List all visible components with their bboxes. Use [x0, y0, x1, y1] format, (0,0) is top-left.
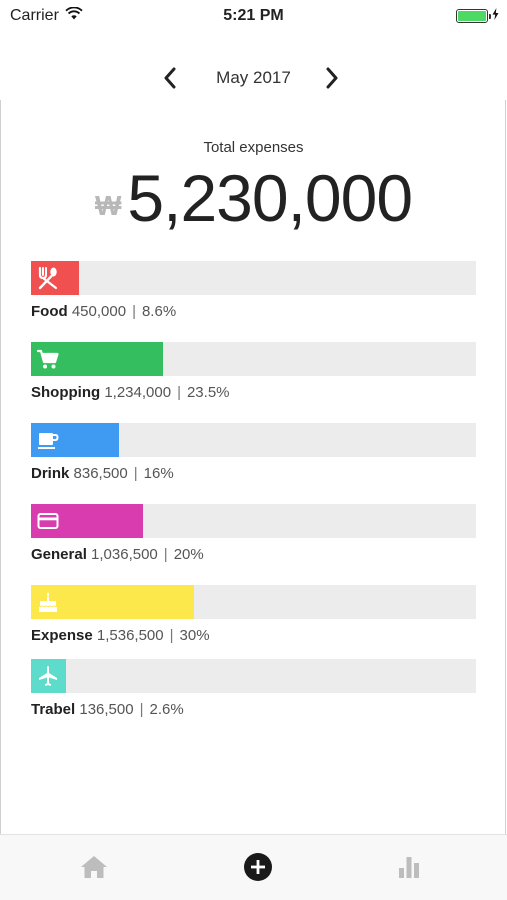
- category-bar: [31, 659, 476, 693]
- category-bar-fill: [31, 504, 144, 538]
- category-name: General: [31, 546, 87, 563]
- tab-bar: [0, 834, 507, 900]
- charging-bolt-icon: [492, 7, 499, 25]
- category-info: Food 450,000 | 8.6%: [31, 303, 177, 320]
- shopping-cart-icon: [31, 342, 65, 376]
- category-amount: 450,000: [71, 303, 127, 320]
- category-percent: 16%: [143, 465, 174, 482]
- total-expenses-label: Total expenses: [203, 139, 304, 156]
- airplane-icon: [31, 659, 65, 693]
- add-expense-button[interactable]: [243, 852, 273, 883]
- chevron-right-icon: [325, 67, 339, 94]
- category-item-general[interactable]: General 1,036,500 | 20%: [31, 504, 476, 563]
- battery-icon: [456, 9, 491, 23]
- category-name: Shopping: [31, 384, 101, 401]
- category-info: Trabel 136,500 | 2.6%: [31, 701, 184, 718]
- category-bar: [31, 504, 476, 538]
- category-amount: 1,536,500: [96, 627, 164, 644]
- fork-knife-icon: [31, 261, 65, 295]
- wifi-icon: [65, 6, 83, 25]
- bar-chart-icon: [396, 855, 422, 884]
- category-item-shopping[interactable]: Shopping 1,234,000 | 23.5%: [31, 342, 476, 401]
- category-bar-fill: [31, 261, 80, 295]
- category-item-trabel[interactable]: Trabel 136,500 | 2.6%: [31, 659, 476, 718]
- month-navigator: May 2017: [0, 58, 507, 102]
- category-amount: 1,036,500: [91, 546, 158, 563]
- coffee-cup-icon: [31, 423, 65, 457]
- category-info: General 1,036,500 | 20%: [31, 546, 204, 563]
- category-bar: [31, 342, 476, 376]
- category-amount: 836,500: [73, 465, 128, 482]
- total-expenses-value: 5,230,000: [127, 161, 413, 235]
- home-tab-button[interactable]: [79, 855, 109, 883]
- category-percent: 8.6%: [141, 303, 177, 320]
- category-bar: [31, 261, 476, 295]
- status-bar: Carrier 5:21 PM: [0, 0, 507, 32]
- total-expenses-amount: ₩5,230,000: [0, 160, 507, 236]
- credit-card-icon: [31, 504, 65, 538]
- category-bar: [31, 423, 476, 457]
- content-frame: [0, 100, 506, 834]
- stats-tab-button[interactable]: [394, 855, 424, 883]
- cake-icon: [31, 585, 65, 619]
- category-item-food[interactable]: Food 450,000 | 8.6%: [31, 261, 476, 320]
- category-percent: 20%: [173, 546, 204, 563]
- category-name: Trabel: [31, 701, 76, 718]
- category-name: Food: [31, 303, 68, 320]
- category-percent: 30%: [179, 627, 210, 644]
- category-bar: [31, 585, 476, 619]
- category-info: Expense 1,536,500 | 30%: [31, 627, 210, 644]
- chevron-left-icon: [163, 67, 177, 94]
- category-info: Shopping 1,234,000 | 23.5%: [31, 384, 230, 401]
- category-amount: 136,500: [79, 701, 134, 718]
- category-item-expense[interactable]: Expense 1,536,500 | 30%: [31, 585, 476, 644]
- previous-month-button[interactable]: [155, 62, 185, 98]
- carrier-label: Carrier: [10, 7, 59, 24]
- category-percent: 2.6%: [149, 701, 184, 718]
- category-percent: 23.5%: [186, 384, 230, 401]
- next-month-button[interactable]: [317, 62, 347, 98]
- home-icon: [80, 855, 108, 884]
- add-circle-icon: [243, 852, 273, 887]
- currency-symbol: ₩: [94, 190, 122, 221]
- category-name: Expense: [31, 627, 93, 644]
- category-name: Drink: [31, 465, 70, 482]
- month-label: May 2017: [216, 68, 291, 87]
- category-amount: 1,234,000: [104, 384, 172, 401]
- category-bar-fill: [31, 585, 194, 619]
- category-info: Drink 836,500 | 16%: [31, 465, 174, 482]
- category-item-drink[interactable]: Drink 836,500 | 16%: [31, 423, 476, 482]
